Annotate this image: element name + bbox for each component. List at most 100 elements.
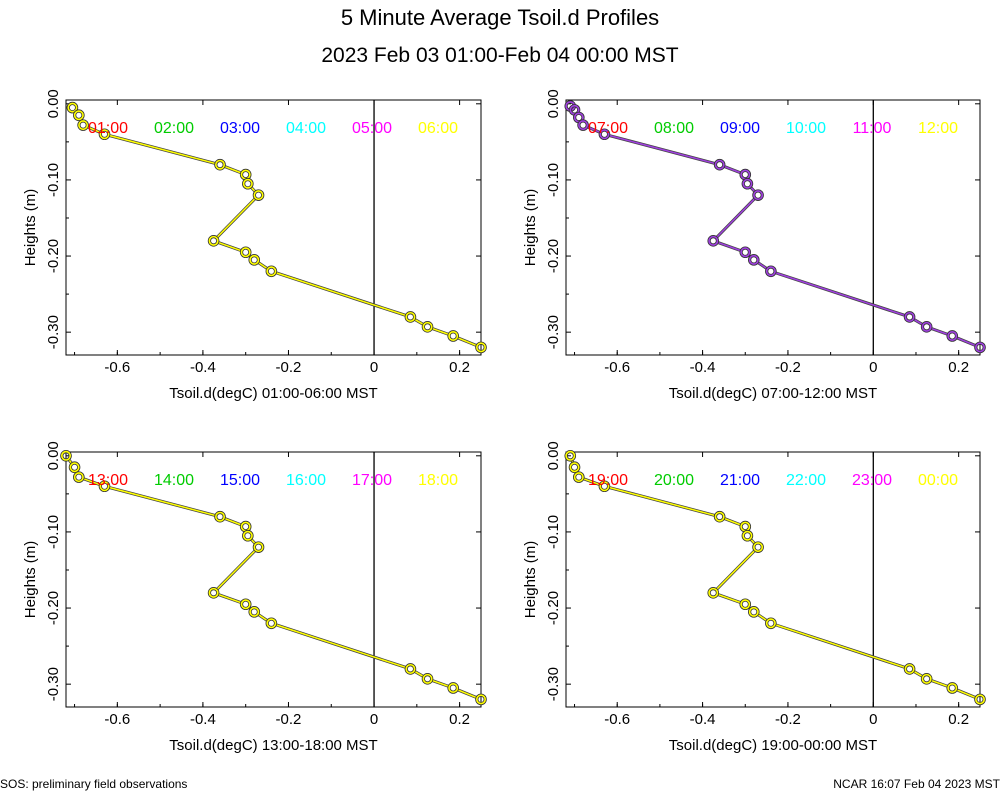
data-point xyxy=(215,511,226,522)
y-axis-label: Heights (m) xyxy=(22,189,39,267)
data-point xyxy=(242,530,253,541)
data-point xyxy=(565,450,576,461)
profile-line xyxy=(457,337,477,346)
data-point xyxy=(215,159,226,170)
data-point xyxy=(422,321,433,332)
profile-line xyxy=(757,262,767,269)
data-point xyxy=(448,330,459,341)
data-point xyxy=(67,102,78,113)
data-point xyxy=(765,266,776,277)
x-tick-label: 0 xyxy=(869,359,877,376)
y-tick-label: -0.20 xyxy=(45,591,62,625)
chart-panel-2: -0.6 -0.4 -0.2 0 0.20.00-0.10-0.20-0.30Tsoil… xyxy=(522,89,986,402)
data-point xyxy=(405,311,416,322)
legend-label: 02:00 xyxy=(154,120,194,137)
profile-line xyxy=(432,327,449,335)
legend-label: 17:00 xyxy=(352,472,392,489)
x-axis-label: Tsoil.d(degC) 07:00-12:00 MST xyxy=(669,385,877,402)
profile-line xyxy=(83,478,100,486)
y-tick-label: -0.30 xyxy=(545,667,562,701)
x-tick-label: 0.2 xyxy=(449,359,470,376)
legend-label: 18:00 xyxy=(418,472,458,489)
data-point xyxy=(904,663,915,674)
y-tick-label: -0.20 xyxy=(545,591,562,625)
x-tick-label: -0.4 xyxy=(690,359,716,376)
data-point xyxy=(266,618,277,629)
data-point xyxy=(405,663,416,674)
chart-panel-1: -0.6 -0.4 -0.2 0 0.20.00-0.10-0.20-0.30Tsoil… xyxy=(22,89,487,402)
data-point xyxy=(99,481,110,492)
data-point xyxy=(708,235,719,246)
legend-label: 21:00 xyxy=(720,472,760,489)
data-point xyxy=(69,462,80,473)
y-axis-label: Heights (m) xyxy=(22,541,39,619)
profile-line xyxy=(109,134,215,165)
data-point xyxy=(78,120,89,131)
legend-label: 07:00 xyxy=(588,120,628,137)
profile-line xyxy=(957,337,976,346)
y-tick-label: -0.30 xyxy=(545,315,562,349)
profile-line xyxy=(913,319,923,325)
data-point xyxy=(748,606,759,617)
x-tick-label: -0.2 xyxy=(276,359,302,376)
x-axis-label: Tsoil.d(degC) 01:00-06:00 MST xyxy=(169,385,377,402)
chart-panel-3: -0.6 -0.4 -0.2 0 0.20.00-0.10-0.20-0.30Tsoil… xyxy=(22,441,487,754)
x-axis-label: Tsoil.d(degC) 13:00-18:00 MST xyxy=(169,737,377,754)
x-tick-label: -0.4 xyxy=(190,711,216,728)
data-point xyxy=(708,587,719,598)
y-tick-label: -0.20 xyxy=(45,239,62,273)
chart-subtitle: 2023 Feb 03 01:00-Feb 04 00:00 MST xyxy=(321,44,679,67)
x-tick-label: -0.6 xyxy=(104,359,130,376)
x-tick-label: -0.2 xyxy=(775,359,801,376)
data-point xyxy=(947,682,958,693)
data-point xyxy=(599,129,610,140)
profile-line xyxy=(750,187,755,192)
profile-line xyxy=(583,478,600,486)
data-point xyxy=(753,542,764,553)
y-tick-label: -0.10 xyxy=(45,163,62,197)
data-point xyxy=(578,120,589,131)
profile-line xyxy=(913,671,923,677)
x-tick-label: 0.2 xyxy=(948,359,969,376)
data-point xyxy=(921,673,932,684)
legend-label: 16:00 xyxy=(286,472,326,489)
y-tick-label: -0.30 xyxy=(45,667,62,701)
legend-label: 06:00 xyxy=(418,120,458,137)
legend-label: 09:00 xyxy=(720,120,760,137)
profile-line xyxy=(216,550,256,590)
profile-line xyxy=(757,614,767,621)
legend-label: 23:00 xyxy=(852,472,892,489)
profile-line xyxy=(251,539,256,544)
legend-label: 05:00 xyxy=(352,120,392,137)
x-tick-label: -0.2 xyxy=(775,711,801,728)
data-point xyxy=(947,330,958,341)
profile-line xyxy=(218,241,241,252)
data-point xyxy=(974,342,985,353)
data-point xyxy=(904,311,915,322)
data-point xyxy=(60,450,71,461)
data-point xyxy=(73,472,84,483)
profile-line xyxy=(258,614,268,621)
x-tick-label: -0.4 xyxy=(190,359,216,376)
plot-frame xyxy=(65,99,482,356)
y-axis-label: Heights (m) xyxy=(522,541,539,619)
y-tick-label: -0.10 xyxy=(45,515,62,549)
legend-label: 08:00 xyxy=(654,120,694,137)
legend-label: 14:00 xyxy=(154,472,194,489)
profile-line xyxy=(775,624,905,668)
legend-label: 03:00 xyxy=(220,120,260,137)
legend-label: 04:00 xyxy=(286,120,326,137)
legend-label: 11:00 xyxy=(853,120,892,137)
profile-line xyxy=(414,671,424,677)
profile-line xyxy=(224,165,241,174)
data-point xyxy=(573,472,584,483)
data-point xyxy=(208,235,219,246)
legend-label: 20:00 xyxy=(654,472,694,489)
profile-line xyxy=(276,272,406,316)
footer-timestamp: NCAR 16:07 Feb 04 2023 MST xyxy=(833,777,1000,791)
profile-line xyxy=(414,319,424,325)
data-point xyxy=(742,530,753,541)
legend-label: 13:00 xyxy=(88,472,128,489)
profile-line xyxy=(276,624,406,668)
